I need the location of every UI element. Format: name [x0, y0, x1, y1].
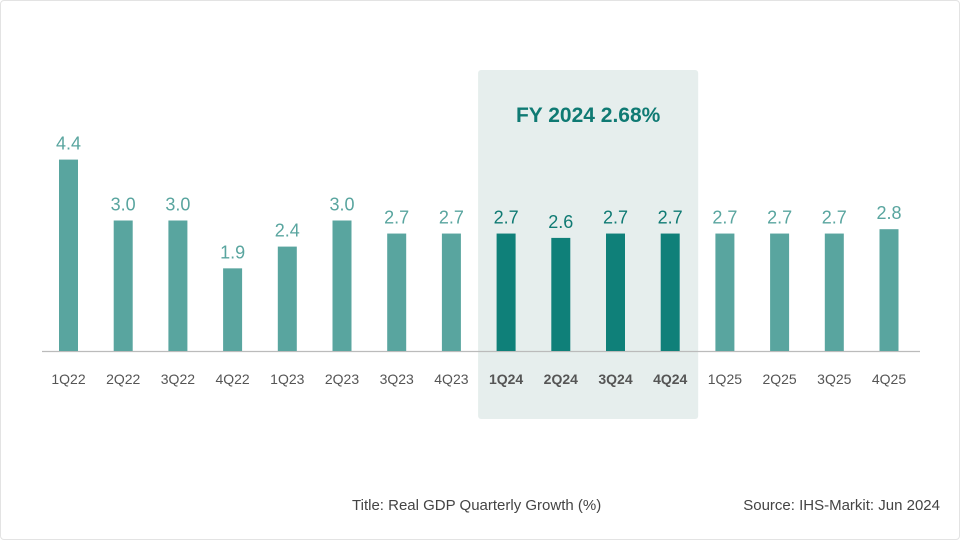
bar-4q24 — [660, 233, 680, 351]
value-label-3q23: 2.7 — [384, 208, 409, 228]
bar-1q25 — [715, 233, 735, 351]
bar-3q25 — [824, 233, 844, 351]
highlight-label: FY 2024 2.68% — [516, 104, 661, 127]
bar-1q24 — [496, 233, 516, 351]
tick-label-1q23: 1Q23 — [270, 371, 304, 387]
highlight-band — [478, 70, 699, 419]
bar-2q24 — [551, 237, 571, 351]
value-label-3q24: 2.7 — [603, 208, 628, 228]
value-label-4q22: 1.9 — [220, 242, 245, 262]
tick-label-4q22: 4Q22 — [215, 371, 249, 387]
value-label-2q23: 3.0 — [329, 195, 354, 215]
bar-1q23 — [277, 246, 297, 351]
bar-3q22 — [168, 220, 188, 351]
value-label-1q22: 4.4 — [56, 134, 81, 154]
value-label-1q24: 2.7 — [494, 208, 519, 228]
value-label-2q22: 3.0 — [111, 195, 136, 215]
value-label-3q25: 2.7 — [822, 208, 847, 228]
bar-2q23 — [332, 220, 352, 351]
tick-label-4q23: 4Q23 — [434, 371, 468, 387]
value-label-1q25: 2.7 — [712, 208, 737, 228]
chart-title: Title: Real GDP Quarterly Growth (%) — [352, 497, 602, 514]
tick-label-3q23: 3Q23 — [380, 371, 414, 387]
value-label-1q23: 2.4 — [275, 221, 300, 241]
bar-4q25 — [879, 229, 899, 351]
bar-3q24 — [606, 233, 625, 351]
bar-2q25 — [770, 233, 790, 351]
tick-label-3q25: 3Q25 — [817, 371, 851, 387]
bar-4q22 — [223, 268, 243, 351]
tick-label-1q24: 1Q24 — [489, 371, 523, 387]
chart-source: Source: IHS-Markit: Jun 2024 — [743, 497, 940, 514]
tick-label-3q24: 3Q24 — [598, 371, 632, 387]
value-label-3q22: 3.0 — [165, 195, 190, 215]
bar-3q23 — [387, 233, 407, 351]
tick-label-2q22: 2Q22 — [106, 371, 140, 387]
value-label-2q24: 2.6 — [548, 212, 573, 232]
bar-4q23 — [441, 233, 461, 351]
tick-label-2q24: 2Q24 — [544, 371, 578, 387]
value-label-4q25: 2.8 — [876, 203, 901, 223]
tick-label-2q23: 2Q23 — [325, 371, 359, 387]
tick-label-1q22: 1Q22 — [51, 371, 85, 387]
tick-label-4q25: 4Q25 — [872, 371, 906, 387]
tick-label-3q22: 3Q22 — [161, 371, 195, 387]
bar-1q22 — [59, 159, 78, 351]
value-label-4q23: 2.7 — [439, 208, 464, 228]
value-label-2q25: 2.7 — [767, 208, 792, 228]
tick-label-4q24: 4Q24 — [653, 371, 687, 387]
value-label-4q24: 2.7 — [658, 208, 683, 228]
bar-2q22 — [113, 220, 133, 351]
tick-label-1q25: 1Q25 — [708, 371, 742, 387]
tick-label-2q25: 2Q25 — [762, 371, 796, 387]
